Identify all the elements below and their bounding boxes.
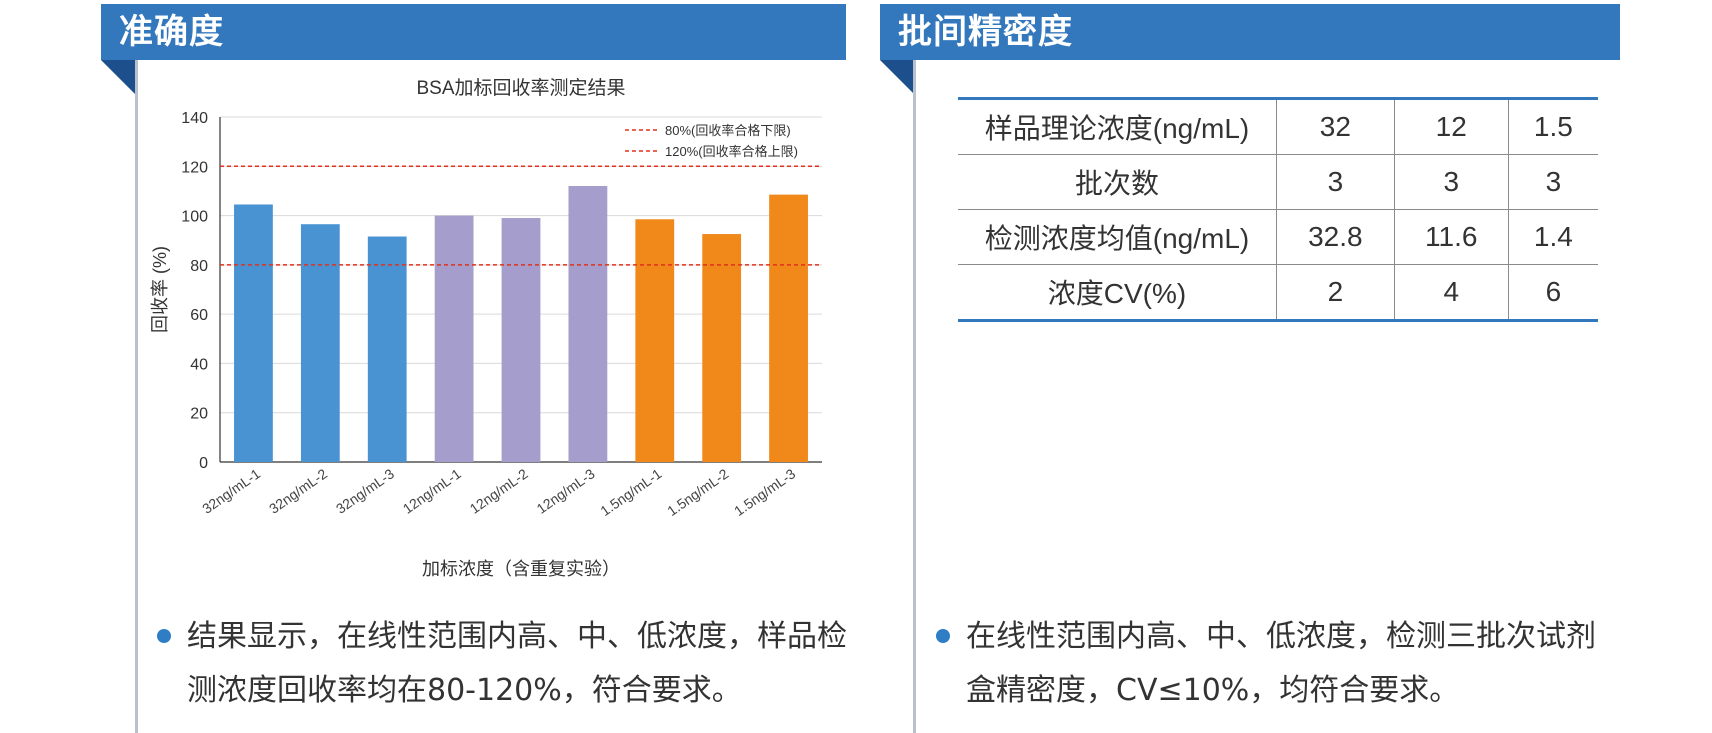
table-cell: 3 [1507, 154, 1598, 210]
accuracy-note-line1: 结果显示，在线性范围内高、中、低浓度，样品检 [187, 619, 847, 654]
table-row: 浓度CV(%) 2 4 6 [958, 264, 1598, 322]
table-row: 批次数 3 3 3 [958, 154, 1598, 210]
y-tick-label: 0 [199, 455, 208, 472]
bar [434, 215, 474, 462]
table-cell: 3 [1393, 154, 1509, 210]
x-tick-label: 12ng/mL-1 [400, 465, 464, 517]
bar [234, 204, 273, 462]
precision-header-fold [880, 60, 914, 94]
precision-note: 在线性范围内高、中、低浓度，检测三批次试剂 盒精密度，CV≤10%，均符合要求。 [936, 610, 1666, 718]
recovery-chart: BSA加标回收率测定结果 0 20 40 60 80 100 120 140 32ng/mL-1 3… [140, 70, 840, 590]
chart-title: BSA加标回收率测定结果 [416, 77, 625, 99]
bar [702, 234, 742, 462]
precision-note-line2: 盒精密度，CV≤10%，均符合要求。 [966, 673, 1460, 708]
accuracy-panel-border [135, 60, 138, 733]
table-cell: 1.5 [1507, 97, 1598, 155]
y-tick-label: 20 [190, 406, 208, 423]
table-cell: 样品理论浓度(ng/mL) [958, 97, 1277, 155]
y-tick-label: 60 [190, 307, 208, 324]
accuracy-bullet-icon [157, 629, 171, 643]
x-tick-label: 32ng/mL-1 [199, 465, 263, 517]
table-cell: 4 [1393, 264, 1509, 322]
x-tick-label: 32ng/mL-3 [333, 465, 397, 517]
table-cell: 6 [1507, 264, 1598, 322]
x-tick-label: 32ng/mL-2 [266, 465, 330, 517]
precision-panel-border [913, 60, 916, 733]
table-cell: 浓度CV(%) [958, 264, 1277, 322]
accuracy-note: 结果显示，在线性范围内高、中、低浓度，样品检 测浓度回收率均在80-120%，符… [157, 610, 887, 718]
legend-label: 80%(回收率合格下限) [665, 123, 791, 138]
bar [300, 224, 340, 462]
table-cell: 批次数 [958, 154, 1277, 210]
bar [635, 219, 675, 462]
table-row: 检测浓度均值(ng/mL) 32.8 11.6 1.4 [958, 209, 1598, 265]
y-tick-label: 140 [181, 110, 208, 127]
bar [501, 218, 541, 462]
x-tick-label: 1.5ng/mL-3 [731, 465, 798, 519]
precision-note-line1: 在线性范围内高、中、低浓度，检测三批次试剂 [966, 619, 1596, 654]
bar [367, 236, 407, 462]
precision-table: 样品理论浓度(ng/mL) 32 12 1.5 批次数 3 3 3 检测浓度均值… [958, 97, 1598, 322]
table-row: 样品理论浓度(ng/mL) 32 12 1.5 [958, 97, 1598, 155]
x-tick-label: 1.5ng/mL-1 [597, 465, 664, 519]
y-tick-label: 100 [181, 209, 208, 226]
x-tick-label: 12ng/mL-2 [467, 465, 531, 517]
precision-title: 批间精密度 [898, 12, 1073, 52]
accuracy-panel-header: 准确度 [101, 4, 846, 60]
accuracy-header-fold [101, 60, 135, 94]
y-tick-label: 40 [190, 356, 208, 373]
x-tick-label: 12ng/mL-3 [534, 465, 598, 517]
table-cell: 12 [1393, 97, 1509, 155]
table-cell: 检测浓度均值(ng/mL) [958, 209, 1277, 265]
bar [568, 186, 608, 462]
y-axis-label: 回收率 (%) [150, 246, 170, 333]
table-cell: 1.4 [1507, 209, 1598, 265]
bar [769, 194, 808, 462]
table-cell: 2 [1276, 264, 1395, 322]
accuracy-note-line2: 测浓度回收率均在80-120%，符合要求。 [187, 673, 742, 708]
precision-panel-header: 批间精密度 [880, 4, 1620, 60]
x-tick-label: 1.5ng/mL-2 [664, 465, 731, 519]
x-axis-label: 加标浓度（含重复实验） [422, 559, 620, 579]
y-tick-label: 80 [190, 258, 208, 275]
accuracy-title: 准确度 [119, 12, 224, 52]
y-tick-label: 120 [181, 159, 208, 176]
table-cell: 11.6 [1393, 209, 1509, 265]
table-cell: 3 [1276, 154, 1395, 210]
precision-bullet-icon [936, 629, 950, 643]
table-cell: 32.8 [1276, 209, 1395, 265]
table-cell: 32 [1276, 97, 1395, 155]
legend-label: 120%(回收率合格上限) [665, 144, 798, 159]
